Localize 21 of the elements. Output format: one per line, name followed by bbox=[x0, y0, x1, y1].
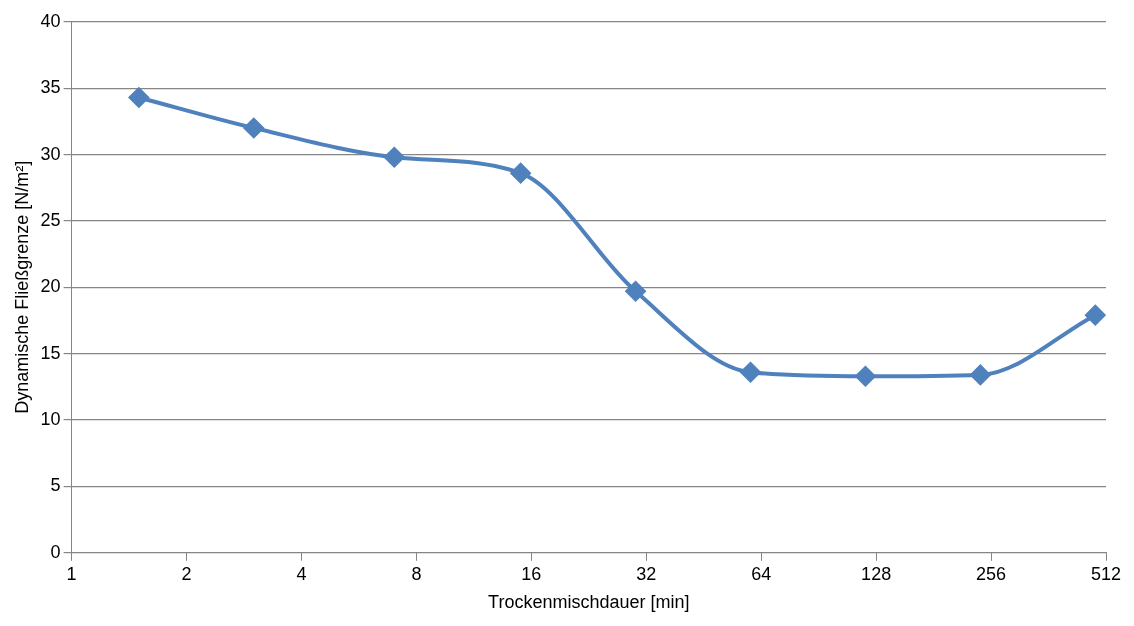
y-tick-label: 25 bbox=[40, 209, 61, 230]
x-axis-title: Trockenmischdauer [min] bbox=[488, 592, 690, 613]
x-tick-label: 4 bbox=[296, 563, 307, 584]
x-tick-label: 1 bbox=[66, 563, 77, 584]
x-tick-label: 16 bbox=[521, 563, 542, 584]
y-tick-label: 0 bbox=[50, 541, 61, 562]
y-axis-title: Dynamische Fließgrenze [N/m²] bbox=[11, 160, 32, 414]
y-tick-label: 40 bbox=[40, 10, 61, 31]
x-tick-label: 512 bbox=[1090, 563, 1122, 584]
y-tick-label: 20 bbox=[40, 276, 61, 297]
x-tick-label: 2 bbox=[181, 563, 192, 584]
y-tick-label: 10 bbox=[40, 409, 61, 430]
y-tick-label: 5 bbox=[50, 475, 61, 496]
x-tick-label: 256 bbox=[976, 563, 1007, 584]
x-tick-label: 32 bbox=[636, 563, 657, 584]
x-tick-label: 64 bbox=[751, 563, 772, 584]
y-tick-label: 15 bbox=[40, 342, 61, 363]
x-tick-label: 128 bbox=[861, 563, 892, 584]
x-tick-label: 8 bbox=[411, 563, 422, 584]
y-tick-label: 30 bbox=[40, 143, 61, 164]
y-tick-label: 35 bbox=[40, 77, 61, 98]
